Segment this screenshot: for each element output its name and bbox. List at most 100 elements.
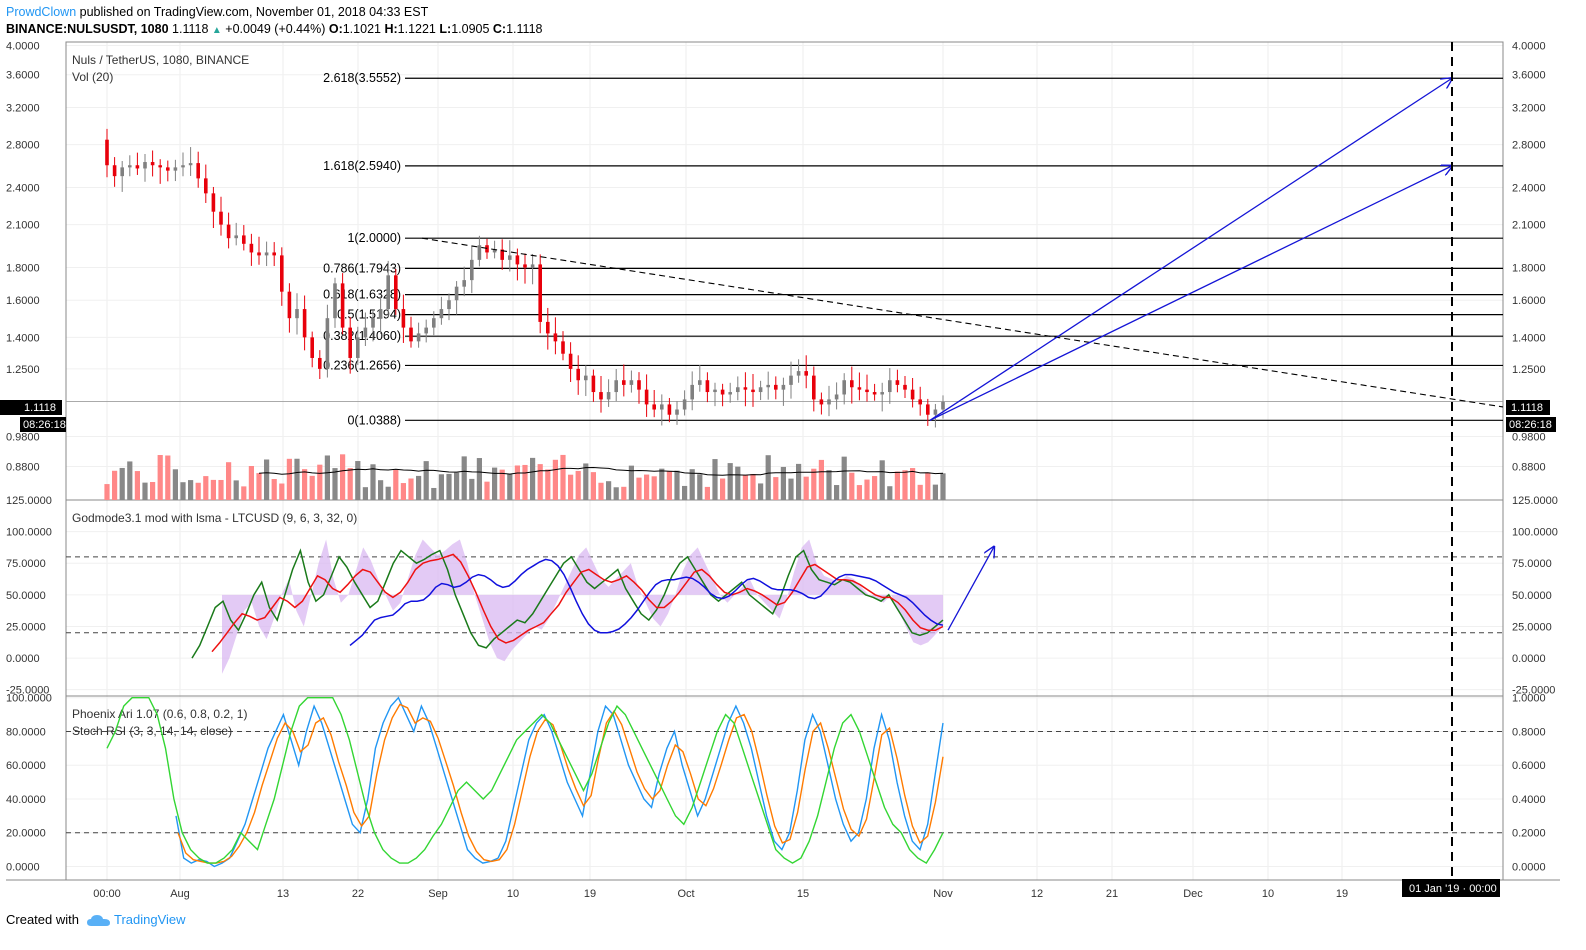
chart-grid xyxy=(66,42,1503,880)
price-tick-left: 3.6000 xyxy=(6,70,40,82)
volume-bar xyxy=(408,478,414,500)
drawing-tools[interactable] xyxy=(421,42,1504,880)
volume-bar xyxy=(324,455,330,500)
price-tick-left: 1.6000 xyxy=(6,295,40,307)
fib-levels[interactable]: 0(1.0388) 0.236(1.2656) 0.382(1.4060) 0.5(1… xyxy=(323,71,1503,427)
volume-bar xyxy=(309,475,315,500)
candle-body xyxy=(211,193,216,212)
volume-bar xyxy=(454,472,460,500)
candle-body xyxy=(462,280,466,287)
publish-header: ProwdClown published on TradingView.com,… xyxy=(6,4,543,39)
candle-body xyxy=(819,399,824,405)
published-text: published on TradingView.com, November 0… xyxy=(76,5,429,19)
price-tick-left: 4.0000 xyxy=(6,40,40,52)
tradingview-link[interactable]: TradingView xyxy=(114,912,186,927)
candle-body xyxy=(804,371,808,376)
candle-body xyxy=(774,384,778,390)
volume-bar xyxy=(636,477,642,500)
stoch-tick-left: 0.0000 xyxy=(6,861,40,873)
volume-bar xyxy=(362,487,368,500)
price-tick-left: 0.9800 xyxy=(6,432,40,444)
candle-body xyxy=(591,375,596,393)
candle-body xyxy=(416,333,421,342)
stoch-pane[interactable]: Phoenix Ari 1.07 (0.6, 0.8, 0.2, 1) Stoc… xyxy=(72,696,944,868)
candle-body xyxy=(234,235,238,239)
candle-body xyxy=(105,139,109,166)
stoch-tick-right: 0.6000 xyxy=(1512,760,1546,772)
price-pane[interactable]: Nuls / TetherUS, 1080, BINANCE Vol (20) … xyxy=(72,42,1504,880)
candle-body xyxy=(850,380,854,388)
candle-body xyxy=(386,275,390,310)
candle-body xyxy=(622,380,626,385)
godmode-pane[interactable]: Godmode3.1 mod with lsma - LTCUSD (9, 6,… xyxy=(72,511,944,674)
fib-label: 0.382(1.4060) xyxy=(323,329,401,343)
x-tick-label: 22 xyxy=(352,888,364,900)
x-tick-label: 21 xyxy=(1106,888,1118,900)
volume-bar xyxy=(226,462,232,500)
volume-bar xyxy=(119,467,125,500)
candle-body xyxy=(888,380,892,393)
candle-body xyxy=(530,264,535,268)
candle-body xyxy=(751,389,755,393)
candle-body xyxy=(743,387,748,390)
target-arrow-2618 xyxy=(929,78,1452,421)
stoch-series-line xyxy=(177,703,944,864)
volume-bar xyxy=(370,464,376,500)
candle-body xyxy=(356,337,360,358)
candle-body xyxy=(188,163,193,166)
stoch-tick-right: 0.4000 xyxy=(1512,794,1546,806)
candle-body xyxy=(280,255,284,292)
author-link[interactable]: ProwdClown xyxy=(6,5,77,19)
volume-bar xyxy=(317,464,323,500)
price-tick-right: 2.8000 xyxy=(1512,140,1546,152)
candle-body xyxy=(682,399,687,410)
candle-body xyxy=(196,163,200,179)
volume-bar xyxy=(803,476,809,500)
candle-body xyxy=(652,404,656,410)
candle-body xyxy=(135,165,140,169)
candle-body xyxy=(918,399,922,405)
last-price-label-right: 1.1118 xyxy=(1511,402,1543,414)
volume-bar xyxy=(575,470,581,500)
volume-bar xyxy=(172,469,178,500)
volume-bar xyxy=(613,487,619,500)
volume-bar xyxy=(902,470,908,500)
volume-bar xyxy=(849,472,855,500)
volume-bar xyxy=(522,464,528,500)
osc-tick-left: 25.0000 xyxy=(6,621,46,633)
volume-bars xyxy=(104,454,946,500)
stoch-tick-left: 40.0000 xyxy=(6,794,46,806)
osc-tick-left: -25.0000 xyxy=(6,685,49,697)
volume-bar xyxy=(507,473,513,500)
price-tick-left: 3.2000 xyxy=(6,102,40,114)
candle-body xyxy=(219,211,223,225)
volume-bar xyxy=(712,459,718,500)
volume-bar xyxy=(484,481,490,500)
candle-body xyxy=(439,309,444,319)
candle-body xyxy=(409,327,413,342)
volume-bar xyxy=(598,482,604,500)
volume-bar xyxy=(340,454,346,500)
stoch-tick-right: 0.0000 xyxy=(1512,861,1546,873)
candle-body xyxy=(242,235,246,244)
price-tick-right: 2.4000 xyxy=(1512,182,1546,194)
candle-body xyxy=(553,333,558,342)
candle-body xyxy=(378,309,383,319)
volume-bar xyxy=(134,471,140,500)
osc-tick-left: 75.0000 xyxy=(6,558,46,570)
price-tick-left: 2.1000 xyxy=(6,220,40,232)
volume-bar xyxy=(742,475,748,500)
volume-bar xyxy=(773,477,779,500)
osc-tick-right: -25.0000 xyxy=(1512,685,1555,697)
volume-bar xyxy=(932,484,938,500)
candle-body xyxy=(143,162,147,169)
godmode-title: Godmode3.1 mod with lsma - LTCUSD (9, 6,… xyxy=(72,511,357,525)
volume-bar xyxy=(469,478,475,500)
publish-line: ProwdClown published on TradingView.com,… xyxy=(6,4,543,21)
price-change: +0.0049 (+0.44%) xyxy=(225,22,326,36)
volume-bar xyxy=(568,474,574,500)
volume-bar xyxy=(735,466,741,500)
volume-bar xyxy=(233,480,239,500)
footer: Created with TradingView xyxy=(6,912,186,927)
